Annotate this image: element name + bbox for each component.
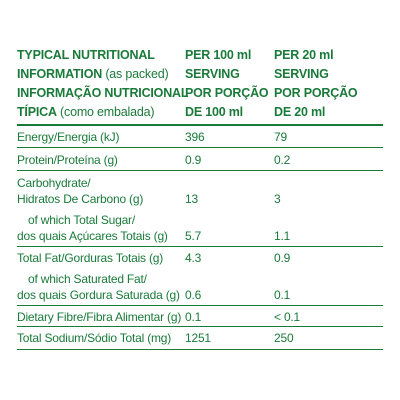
row-carbohydrate-per20: 3 (274, 192, 281, 206)
row-sugar-label-1: of which Total Sugar/ (28, 213, 135, 227)
header-title-pt-1: INFORMAÇÃO NUTRICIONAL (17, 86, 189, 100)
row-energy-per20: 79 (274, 130, 287, 144)
row-protein-per20: 0.2 (274, 153, 291, 167)
header-per100-3: POR PORÇÃO (185, 86, 269, 100)
row-protein-label: Protein/Proteína (g) (17, 153, 118, 167)
row-fibre-per20: < 0.1 (274, 310, 301, 324)
row-saturated-fat-per20: 0.1 (274, 288, 291, 302)
header-title-en-2: INFORMATION (as packed) (17, 65, 188, 84)
row-divider (17, 147, 383, 148)
header-per-100ml: PER 100 ml SERVING POR PORÇÃO DE 100 ml (185, 46, 269, 122)
table-bottom-rule (17, 349, 383, 350)
row-sugar-per20: 1.1 (274, 229, 291, 243)
header-title-en-2-bold: INFORMATION (17, 67, 103, 81)
row-sugar-label-2: dos quais Açúcares Totais (g) (17, 229, 168, 243)
header-per100-1: PER 100 ml (185, 48, 252, 62)
header-per-20ml: PER 20 ml SERVING POR PORÇÃO DE 20 ml (274, 46, 358, 122)
row-saturated-fat-label-1: of which Saturated Fat/ (28, 272, 147, 286)
header-title-pt-2-note: (como embalada) (56, 105, 155, 119)
header-per20-3: POR PORÇÃO (274, 86, 358, 100)
header-title-en-1: TYPICAL NUTRITIONAL (17, 48, 155, 62)
row-fibre-per100: 0.1 (185, 310, 202, 324)
row-protein-per100: 0.9 (185, 153, 202, 167)
row-fat-per20: 0.9 (274, 251, 291, 265)
row-fibre-label: Dietary Fibre/Fibra Alimentar (g) (17, 310, 182, 324)
row-saturated-fat-per100: 0.6 (185, 288, 202, 302)
header-title-en-2-note: (as packed) (102, 67, 169, 81)
header-per100-4: DE 100 ml (185, 105, 243, 119)
row-divider (17, 170, 383, 171)
row-energy-per100: 396 (185, 130, 205, 144)
header-divider (17, 124, 383, 126)
row-energy-label: Energy/Energia (kJ) (17, 130, 120, 144)
row-sugar-per100: 5.7 (185, 229, 202, 243)
row-divider (17, 246, 383, 247)
header-title-pt-2: TÍPICA (como embalada) (17, 103, 188, 122)
row-fat-per100: 4.3 (185, 251, 202, 265)
row-divider (17, 305, 383, 306)
header-per100-2: SERVING (185, 67, 240, 81)
row-carbohydrate-label-1: Carbohydrate/ (17, 176, 91, 190)
row-saturated-fat-label-2: dos quais Gordura Saturada (g) (17, 288, 180, 302)
header-per20-1: PER 20 ml (274, 48, 334, 62)
header-title-pt-2-bold: TÍPICA (17, 105, 57, 119)
row-fat-label: Total Fat/Gorduras Totais (g) (17, 251, 164, 265)
row-carbohydrate-label-2: Hidratos De Carbono (g) (17, 192, 144, 206)
row-divider (17, 326, 383, 327)
row-sodium-per100: 1251 (185, 331, 211, 345)
header-per20-4: DE 20 ml (274, 105, 326, 119)
header-nutrition-info: TYPICAL NUTRITIONAL INFORMATION (as pack… (17, 46, 188, 122)
row-sodium-label: Total Sodium/Sódio Total (mg) (17, 331, 172, 345)
row-sodium-per20: 250 (274, 331, 294, 345)
row-carbohydrate-per100: 13 (185, 192, 198, 206)
header-per20-2: SERVING (274, 67, 329, 81)
